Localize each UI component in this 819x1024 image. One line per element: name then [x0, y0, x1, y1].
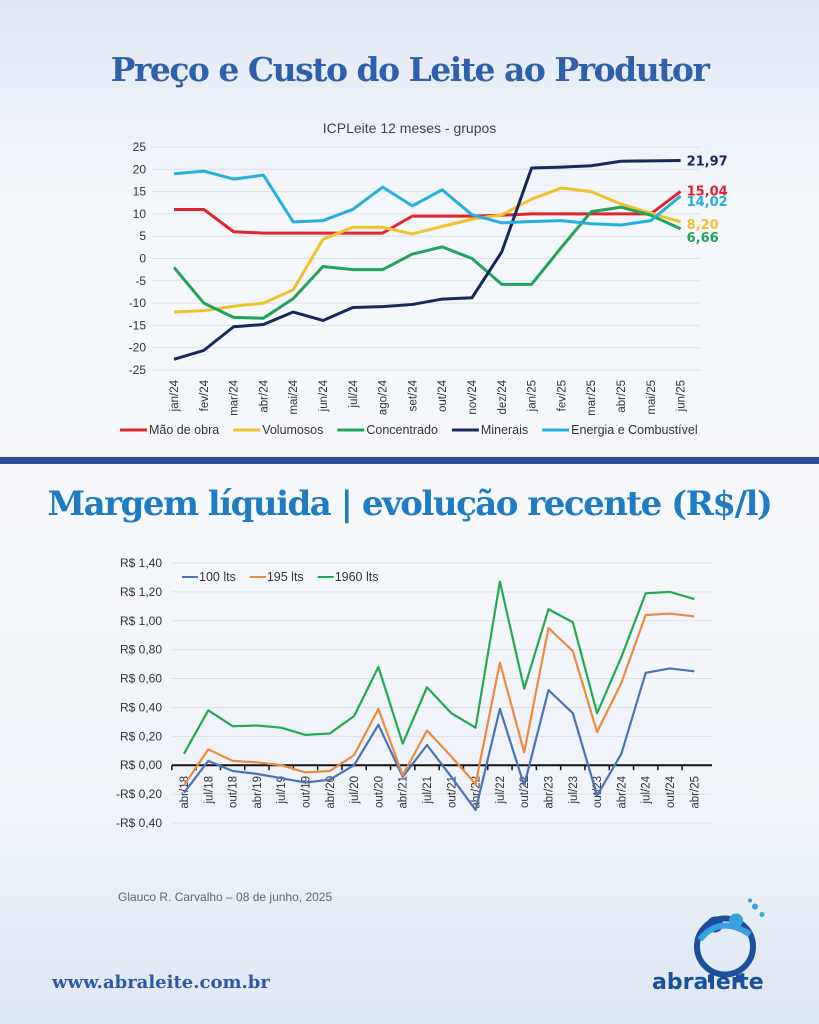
- legend-label: 195 lts: [267, 570, 304, 584]
- x-tick-label: abr/23: [544, 776, 556, 809]
- y-tick-label: -10: [129, 296, 147, 310]
- source-credit: Glauco R. Carvalho – 08 de junho, 2025: [118, 890, 333, 904]
- x-tick-label: abr/24: [258, 379, 270, 412]
- legend-label: Volumosos: [262, 423, 323, 437]
- legend-label: 100 lts: [199, 570, 236, 584]
- x-tick-label: mai/25: [646, 380, 658, 415]
- title-top: Preço e Custo do Leite ao Produtor: [110, 50, 710, 89]
- x-tick-label: jul/24: [641, 775, 653, 804]
- y-tick-label: 20: [133, 162, 147, 176]
- y-tick-label: 25: [133, 140, 147, 154]
- x-tick-label: out/20: [373, 776, 385, 808]
- end-value-label: 6,66: [687, 231, 719, 246]
- x-tick-label: jul/18: [203, 776, 215, 805]
- x-tick-label: nov/24: [467, 379, 479, 414]
- series-line-1960-lts: [183, 580, 695, 755]
- y-tick-label: -5: [135, 274, 146, 288]
- x-tick-label: jan/24: [169, 379, 181, 412]
- website-link[interactable]: www.abraleite.com.br: [52, 972, 270, 993]
- logo-text: abraleite: [652, 970, 764, 995]
- y-tick-label: -R$ 0,20: [116, 787, 162, 801]
- x-tick-label: jul/24: [348, 379, 360, 408]
- series-line-195-lts: [183, 612, 695, 787]
- x-tick-label: jun/25: [676, 380, 688, 412]
- x-tick-label: jun/24: [318, 379, 330, 412]
- y-tick-label: -25: [129, 363, 147, 377]
- y-tick-label: R$ 0,80: [120, 643, 162, 657]
- x-tick-label: abr/25: [616, 380, 628, 413]
- x-tick-label: jul/19: [276, 776, 288, 805]
- x-tick-label: dez/24: [497, 379, 509, 414]
- y-tick-label: R$ 0,20: [120, 729, 162, 743]
- legend-label: Mão de obra: [149, 423, 219, 437]
- x-tick-label: mai/24: [288, 379, 300, 414]
- y-tick-label: 15: [133, 185, 147, 199]
- end-value-label: 14,02: [687, 195, 728, 210]
- series-line-mão-de-obra: [174, 190, 682, 235]
- x-tick-label: mar/25: [586, 380, 598, 416]
- x-tick-label: mar/24: [229, 379, 241, 415]
- y-tick-label: R$ 0,40: [120, 700, 162, 714]
- x-tick-label: jul/22: [495, 776, 507, 805]
- x-tick-label: abr/22: [471, 776, 483, 809]
- y-tick-label: 10: [133, 207, 147, 221]
- y-tick-label: 0: [139, 252, 146, 266]
- x-tick-label: set/24: [407, 379, 419, 411]
- y-tick-label: R$ 0,00: [120, 758, 162, 772]
- abraleite-logo-icon: [694, 898, 765, 983]
- series-line-minerais: [173, 159, 681, 361]
- x-tick-label: fev/25: [556, 380, 568, 411]
- x-tick-label: jul/21: [422, 776, 434, 805]
- series-line-concentrado: [172, 205, 682, 320]
- chart-icpleite: 25 20 15 10 5 0 -5 -10 -15 -20 -25 jan/24 fev/24 mar/…: [120, 140, 728, 437]
- y-tick-label: R$ 1,00: [120, 614, 162, 628]
- series-line-energia-e-combustível: [173, 169, 682, 227]
- x-tick-label: abr/25: [689, 776, 701, 809]
- x-tick-label: abr/20: [325, 776, 337, 809]
- end-value-label: 15,04: [687, 184, 728, 199]
- legend-label: 1960 lts: [335, 570, 379, 584]
- x-tick-label: jan/25: [527, 380, 539, 412]
- x-tick-label: out/18: [228, 776, 240, 808]
- chart1-title: ICPLeite 12 meses - grupos: [322, 120, 497, 136]
- x-tick-label: out/22: [519, 776, 531, 808]
- y-tick-label: R$ 1,40: [120, 556, 162, 570]
- legend-label: Minerais: [481, 423, 528, 437]
- y-tick-label: R$ 0,60: [120, 672, 162, 686]
- legend-label: Concentrado: [366, 423, 438, 437]
- x-tick-label: out/24: [437, 379, 449, 412]
- y-tick-label: -R$ 0,40: [116, 816, 162, 830]
- y-tick-label: -20: [129, 341, 147, 355]
- x-tick-label: out/24: [665, 775, 677, 808]
- y-tick-label: -15: [129, 318, 147, 332]
- series-line-volumosos: [173, 186, 682, 314]
- y-tick-label: 5: [139, 229, 146, 243]
- end-value-label: 8,20: [687, 218, 719, 233]
- series-line-100-lts: [183, 667, 695, 812]
- x-tick-label: ago/24: [378, 379, 390, 415]
- y-tick-label: R$ 1,20: [120, 585, 162, 599]
- x-tick-label: jul/20: [349, 776, 361, 805]
- x-tick-label: fev/24: [199, 379, 211, 411]
- divider: [0, 457, 819, 464]
- x-tick-label: abr/21: [398, 776, 410, 809]
- x-tick-label: jul/23: [568, 776, 580, 805]
- legend-label: Energia e Combustível: [571, 423, 697, 437]
- x-tick-label: out/19: [301, 776, 313, 808]
- title-bottom: Margem líquida | evolução recente (R$/l): [47, 484, 773, 524]
- x-tick-label: out/21: [446, 776, 458, 808]
- chart-margem: R$ 1,40 R$ 1,20 R$ 1,00 R$ 0,80 R$ 0,60 R$ 0,…: [116, 556, 712, 830]
- x-tick-label: abr/24: [616, 775, 628, 808]
- x-tick-label: abr/19: [252, 776, 264, 809]
- end-value-label: 21,97: [687, 155, 728, 170]
